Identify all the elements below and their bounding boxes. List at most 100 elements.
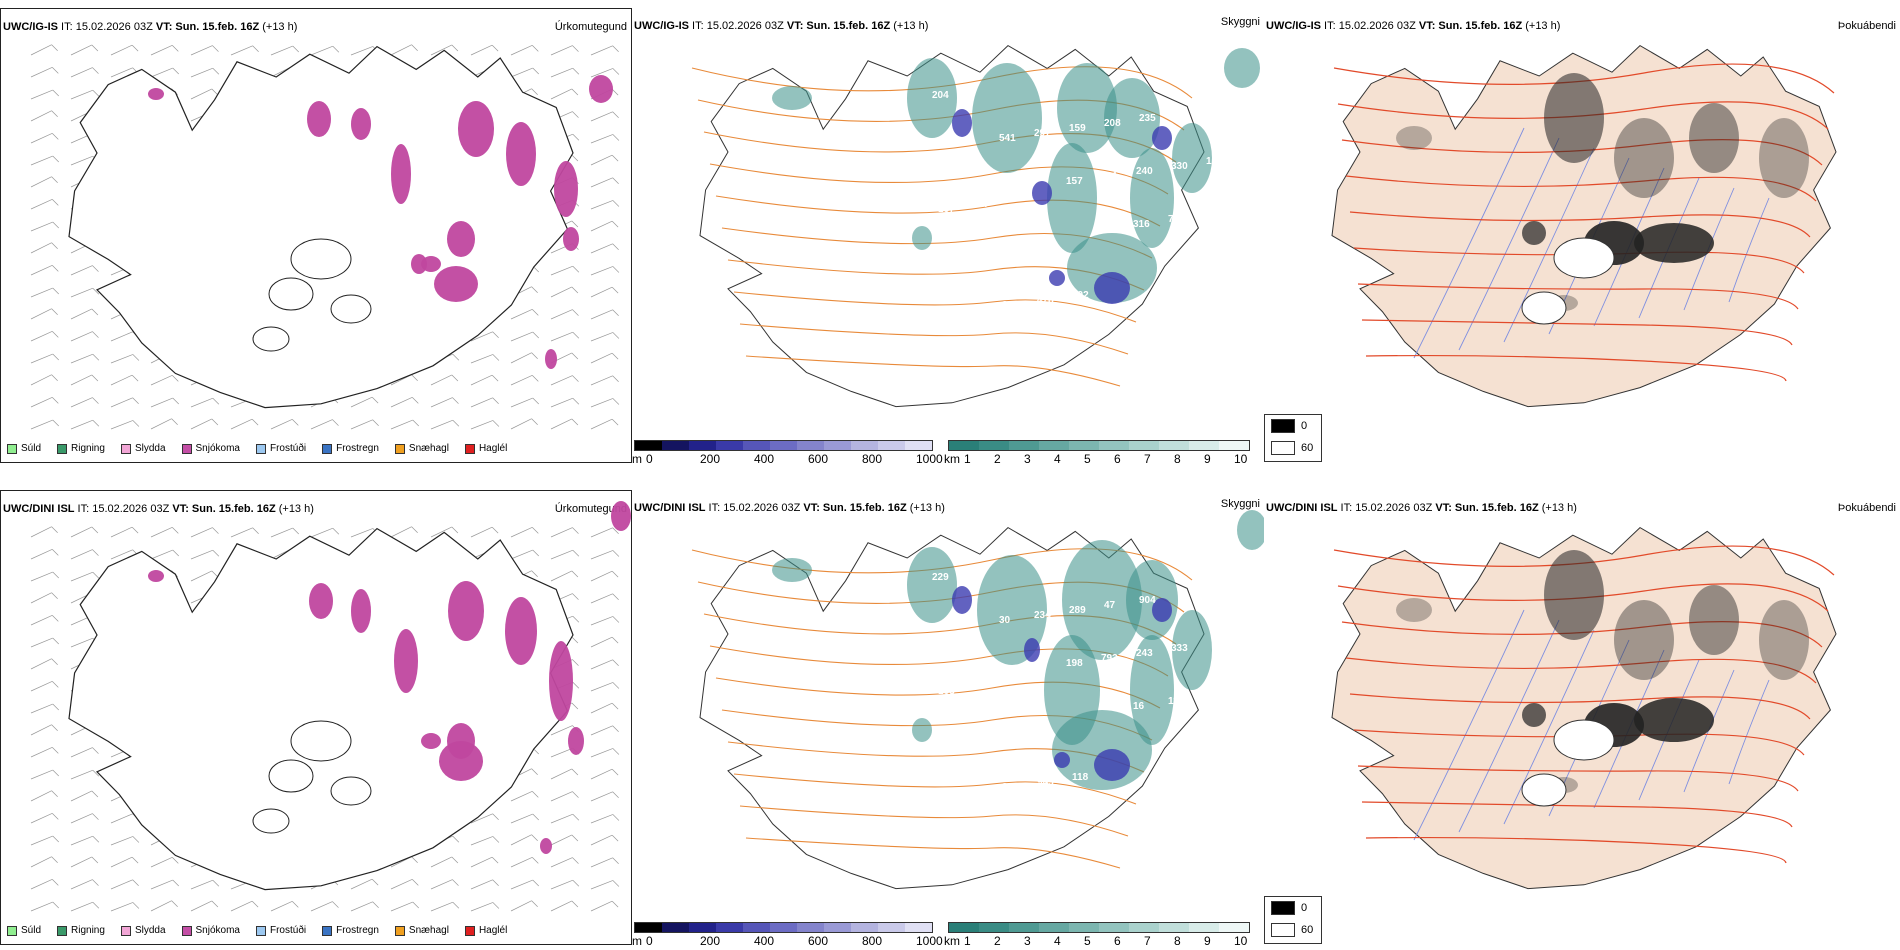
legend-swatch [1271, 901, 1295, 915]
height-label: 287 [1005, 247, 1022, 258]
colorbar-swatch [1159, 923, 1189, 932]
legend-item: Frostúði [255, 443, 307, 454]
visibility-panel-1-header: UWC/IG-IS IT: 15.02.2026 03Z VT: Sun. 15… [634, 20, 928, 32]
legend-label: Frostúði [269, 443, 307, 454]
colorbar-swatch [1219, 923, 1249, 932]
terrain-colorbar-boxes [634, 922, 933, 933]
colorbar-unit: m [632, 452, 642, 466]
legend-swatch [1271, 441, 1295, 455]
colorbar-swatch [743, 441, 770, 450]
low-visibility-area [1067, 233, 1157, 303]
colorbar-swatch [635, 441, 662, 450]
low-visibility-area [912, 226, 932, 250]
fog-index-map[interactable] [1264, 490, 1900, 910]
fog-index-area [1396, 598, 1432, 622]
fog-index-area [1544, 550, 1604, 640]
colorbar-swatch [979, 441, 1009, 450]
legend-swatch [57, 443, 68, 454]
height-label: 565 [1203, 691, 1220, 702]
legend-label: Rigning [71, 925, 105, 936]
glacier [1553, 719, 1615, 761]
snow-area [434, 266, 478, 302]
visibility-map[interactable]: 229 30 198 16 248 336 234 793 117 529 383 289 243 565… [632, 490, 1264, 910]
high-terrain-area [1152, 126, 1172, 150]
height-label: 309 [1203, 209, 1220, 220]
snow-area [309, 583, 333, 619]
legend-label: Frostúði [269, 925, 307, 936]
legend-swatch [1271, 419, 1295, 433]
visibility-colorbar-boxes [948, 922, 1250, 933]
height-label: 117 [973, 199, 990, 210]
legend-item: 0 [1271, 901, 1307, 915]
height-label: 336 [967, 787, 984, 798]
colorbar-tick: 400 [754, 452, 775, 466]
height-label: 296 [1002, 300, 1019, 311]
legend-swatch [255, 925, 266, 936]
legend-label: Frostregn [336, 443, 379, 454]
terrain-colorbar-boxes [634, 440, 933, 451]
vt-value: Sun. 15.feb. 16Z [188, 503, 276, 515]
height-label: 945 [1037, 777, 1054, 788]
legend-swatch [57, 925, 68, 936]
vt-label: VT: [783, 20, 804, 32]
precip-map[interactable] [1, 491, 632, 945]
visibility-map[interactable]: 204 541 157 316 382 201 297 291 763 482 296 159 240 3… [632, 8, 1264, 428]
colorbar-swatch [979, 923, 1009, 932]
snow-area [611, 501, 631, 531]
legend-swatch [120, 443, 131, 454]
colorbar-tick: 400 [754, 934, 775, 948]
height-label: 198 [1066, 658, 1083, 669]
colorbar-tick: 2 [994, 934, 1001, 948]
legend-label: Slydda [134, 443, 166, 454]
height-label: 330 [1171, 161, 1188, 172]
legend-swatch [464, 443, 475, 454]
colorbar-swatch [1159, 441, 1189, 450]
precip-map[interactable] [1, 9, 632, 463]
legend-item: Snæhagl [394, 443, 449, 454]
colorbar-swatch [824, 923, 851, 932]
colorbar-unit: m [632, 934, 642, 948]
lead-time: (+13 h) [906, 502, 945, 514]
model-name: UWC/DINI ISL [3, 503, 75, 515]
legend-swatch [322, 443, 333, 454]
snow-area [148, 570, 164, 582]
colorbar-tick: 4 [1054, 452, 1061, 466]
colorbar-swatch [716, 441, 743, 450]
fog-index-area [1614, 118, 1674, 198]
colorbar-swatch [716, 923, 743, 932]
snow-area [448, 581, 484, 641]
colorbar-swatch [824, 441, 851, 450]
low-visibility-area [907, 58, 957, 138]
colorbar-tick: 10 [1234, 934, 1248, 948]
legend-label: 0 [1301, 420, 1308, 432]
main-roads [1333, 63, 1835, 382]
glacier-outline [252, 808, 290, 834]
colorbar-tick: 5 [1084, 452, 1091, 466]
colorbar-swatch [743, 923, 770, 932]
fog-index-map[interactable] [1264, 8, 1900, 428]
snow-area [589, 75, 613, 103]
colorbar-swatch [797, 441, 824, 450]
panel-title: Skyggni [1220, 498, 1260, 510]
it-label: IT: [58, 21, 73, 33]
colorbar-tick: 9 [1204, 452, 1211, 466]
height-label: 529 [935, 739, 952, 750]
height-label: 763 [1168, 214, 1185, 225]
high-terrain-area [1152, 598, 1172, 622]
legend-item: Haglél [464, 443, 507, 454]
height-label: 702 [1072, 290, 1089, 301]
snow-area [148, 88, 164, 100]
visibility-panel-2: UWC/DINI ISL IT: 15.02.2026 03Z VT: Sun.… [632, 490, 1264, 950]
legend-item: Rigning [57, 443, 105, 454]
fog-index-area [1689, 103, 1739, 173]
glacier-outline [330, 776, 372, 806]
vt-label: VT: [1432, 502, 1452, 514]
legend-label: Snæhagl [408, 443, 449, 454]
precip-type-panel-1: UWC/IG-IS IT: 15.02.2026 03Z VT: Sun. 15… [0, 8, 632, 463]
colorbar-tick: 4 [1054, 934, 1061, 948]
legend-label: Frostregn [336, 925, 379, 936]
fog-index-panel-1: UWC/IG-IS IT: 15.02.2026 03Z VT: Sun. 15… [1264, 8, 1900, 468]
legend-label: Súld [21, 443, 42, 454]
it-value: 15.02.2026 03Z [1335, 20, 1416, 32]
it-value: 15.02.2026 03Z [703, 20, 784, 32]
